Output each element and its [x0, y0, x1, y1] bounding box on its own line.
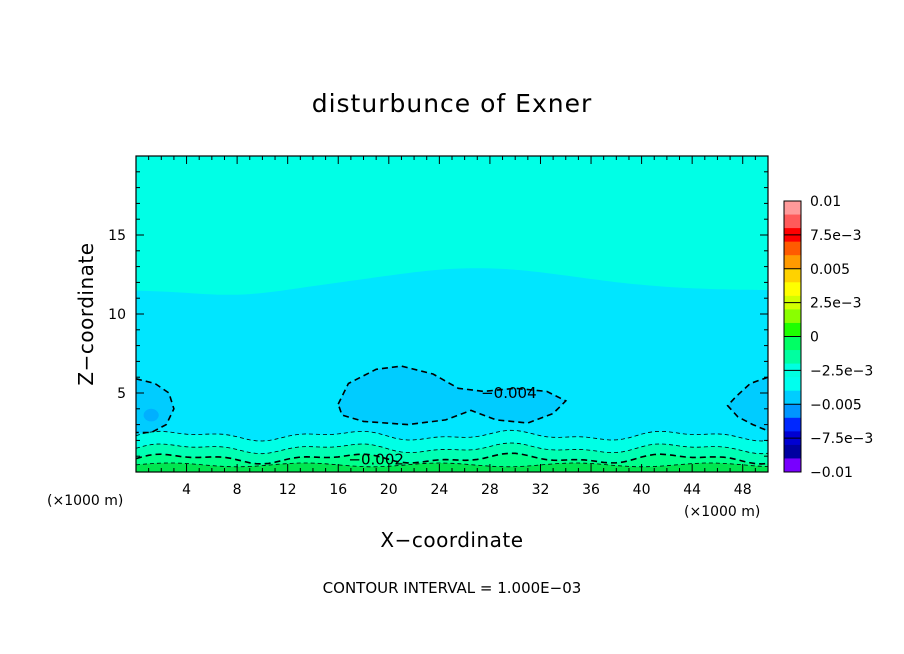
x-unit-right: (×1000 m) — [684, 504, 760, 520]
colorbar-segment — [784, 350, 801, 365]
colorbar-label: −0.005 — [810, 397, 862, 413]
colorbar-segment — [784, 255, 801, 270]
y-axis-label: Z−coordinate — [74, 242, 98, 385]
contour-neg004-center — [337, 365, 568, 426]
field-surface-4 — [136, 463, 768, 472]
field-middle — [136, 268, 768, 472]
contour-neg0025 — [135, 442, 769, 455]
x-axis: 4 8 12 16 20 24 28 32 36 40 44 48 — [148, 156, 756, 498]
colorbar: 0.01 7.5e−3 0.005 2.5e−3 0 −2.5e−3 −0.005 −7.5e… — [783, 194, 873, 481]
y-tick-label: 15 — [108, 228, 126, 244]
colorbar-label: −0.01 — [810, 465, 853, 481]
colorbar-segment — [784, 309, 801, 324]
x-tick-label: 36 — [582, 482, 600, 498]
colorbar-segment — [784, 201, 801, 216]
colorbar-segment — [784, 444, 801, 459]
x-tick-label: 20 — [380, 482, 398, 498]
field-core-left — [143, 408, 159, 422]
colorbar-segment — [784, 241, 801, 256]
colorbar-segment — [784, 390, 801, 405]
contour-neg001 — [135, 462, 769, 468]
contour-labels: −0.004 −0.002 — [348, 384, 536, 468]
x-tick-label: 12 — [279, 482, 297, 498]
y-tick-label: 10 — [108, 307, 126, 323]
x-tick-label: 48 — [734, 482, 752, 498]
field-lower-right — [727, 377, 768, 431]
x-tick-label: 24 — [430, 482, 448, 498]
colorbar-label: −7.5e−3 — [810, 431, 873, 447]
chart-title: disturbunce of Exner — [312, 89, 593, 118]
x-tick-label: 32 — [532, 482, 550, 498]
x-tick-label: 28 — [481, 482, 499, 498]
colorbar-label: 0.01 — [810, 194, 841, 210]
x-tick-label: 16 — [329, 482, 347, 498]
colorbar-label: 0 — [810, 330, 819, 346]
x-tick-label: 8 — [233, 482, 242, 498]
colorbar-label: 2.5e−3 — [810, 296, 862, 312]
contour-label-0: −0.004 — [481, 384, 537, 402]
y-axis: 5 10 15 — [108, 171, 768, 457]
colorbar-segment — [784, 458, 801, 473]
colorbar-segment — [784, 322, 801, 337]
colorbar-segment — [784, 214, 801, 229]
colorbar-label: −2.5e−3 — [810, 363, 873, 379]
contour-interval-note: CONTOUR INTERVAL = 1.000E−03 — [323, 579, 582, 597]
contour-neg004-right — [726, 376, 769, 432]
colorbar-segment — [784, 268, 801, 283]
contour-neg004-left — [135, 378, 175, 434]
colorbar-segment — [784, 417, 801, 432]
contour-neg002 — [135, 452, 769, 465]
colorbar-label: 7.5e−3 — [810, 228, 862, 244]
x-tick-label: 44 — [683, 482, 701, 498]
colorbar-label: 0.005 — [810, 262, 850, 278]
colorbar-segment — [784, 336, 801, 351]
colorbar-segment — [784, 282, 801, 297]
field-lower-center — [338, 366, 566, 425]
contour-neg003 — [135, 429, 769, 442]
colorbar-segment — [784, 404, 801, 419]
contour-fields — [136, 156, 768, 472]
contour-label-1: −0.002 — [348, 450, 404, 468]
x-axis-label: X−coordinate — [380, 528, 523, 552]
x-tick-label: 4 — [182, 482, 191, 498]
contour-lines — [135, 365, 769, 468]
colorbar-segment — [784, 377, 801, 392]
y-tick-label: 5 — [117, 386, 126, 402]
x-tick-label: 40 — [633, 482, 651, 498]
x-unit-left: (×1000 m) — [47, 493, 123, 509]
